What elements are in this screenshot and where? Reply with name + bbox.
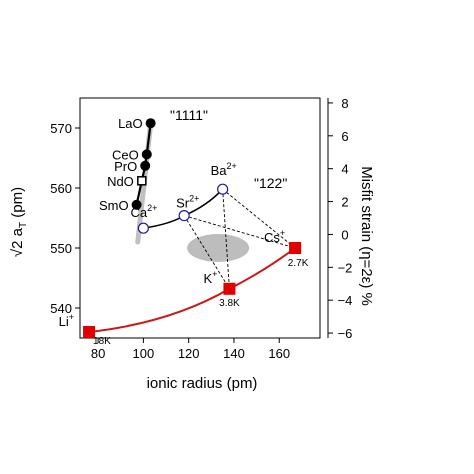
label-K: K+ bbox=[203, 269, 217, 286]
y-axis-title: √2 aT (pm) bbox=[9, 187, 29, 257]
marker-Ba bbox=[217, 183, 229, 195]
y2-tick-label: −6 bbox=[338, 326, 353, 341]
x-tick-label: 100 bbox=[133, 346, 155, 361]
label-LaO: LaO bbox=[118, 116, 143, 131]
tc-label-K: 3.8K bbox=[219, 298, 240, 309]
label-PrO: PrO bbox=[114, 159, 137, 174]
label-SmO: SmO bbox=[99, 198, 129, 213]
plot-frame bbox=[79, 97, 321, 339]
y2-tick-label: −4 bbox=[338, 293, 353, 308]
label-Sr: Sr2+ bbox=[176, 194, 199, 211]
marker-PrO bbox=[140, 160, 151, 171]
label-Ba: Ba2+ bbox=[211, 161, 237, 178]
dash-sr-cs bbox=[184, 215, 296, 249]
marker-NdO bbox=[137, 176, 147, 186]
label-Li: Li+ bbox=[59, 312, 74, 329]
dash-sr-k bbox=[183, 215, 230, 290]
axis-ticks: 80 100 120 140 160 540 550 560 570 8 6 4 2 0 −2 −4 −6 bbox=[50, 96, 352, 361]
tc-label-Cs: 2.7K bbox=[288, 258, 309, 269]
y-tick-label: 550 bbox=[50, 241, 72, 256]
label-NdO: NdO bbox=[107, 174, 134, 189]
label-Cs: Cs+ bbox=[264, 228, 285, 245]
group-label-1111: "1111" bbox=[170, 107, 208, 123]
y2-axis-title: Misfit strain (η=2ε) % bbox=[358, 166, 375, 306]
x-tick-label: 80 bbox=[91, 346, 105, 361]
curve-alkali-122 bbox=[88, 247, 296, 333]
label-CeO: CeO bbox=[112, 147, 139, 162]
marker-Ca bbox=[137, 222, 149, 234]
y-tick-label: 570 bbox=[50, 121, 72, 136]
y-tick-label: 560 bbox=[50, 181, 72, 196]
marker-K bbox=[223, 282, 236, 295]
tc-label-Li: 18K bbox=[93, 336, 111, 347]
y2-tick-label: 4 bbox=[341, 162, 348, 177]
gray-ellipse-region bbox=[187, 234, 250, 262]
marker-LaO bbox=[145, 118, 156, 129]
dash-ba-cs bbox=[222, 188, 296, 249]
marker-CeO bbox=[141, 149, 152, 160]
x-tick-label: 120 bbox=[178, 346, 200, 361]
y2-tick-label: 6 bbox=[341, 129, 348, 144]
y2-tick-label: 2 bbox=[341, 195, 348, 210]
y2-tick-label: 8 bbox=[341, 96, 348, 111]
group-label-122: "122" bbox=[254, 175, 287, 191]
y-tick-label: 540 bbox=[50, 301, 72, 316]
marker-Cs bbox=[289, 242, 302, 254]
dashed-connectors bbox=[183, 188, 296, 290]
x-axis-title: ionic radius (pm) bbox=[147, 375, 258, 392]
dash-ba-k bbox=[222, 189, 230, 289]
y2-tick-label: −2 bbox=[338, 260, 353, 275]
marker-Li bbox=[83, 326, 96, 338]
x-tick-label: 160 bbox=[268, 346, 290, 361]
x-tick-label: 140 bbox=[223, 346, 245, 361]
marker-SmO bbox=[131, 199, 142, 210]
label-Ca: Ca2+ bbox=[131, 203, 158, 220]
marker-Sr bbox=[178, 210, 190, 222]
y2-tick-label: 0 bbox=[341, 227, 348, 242]
